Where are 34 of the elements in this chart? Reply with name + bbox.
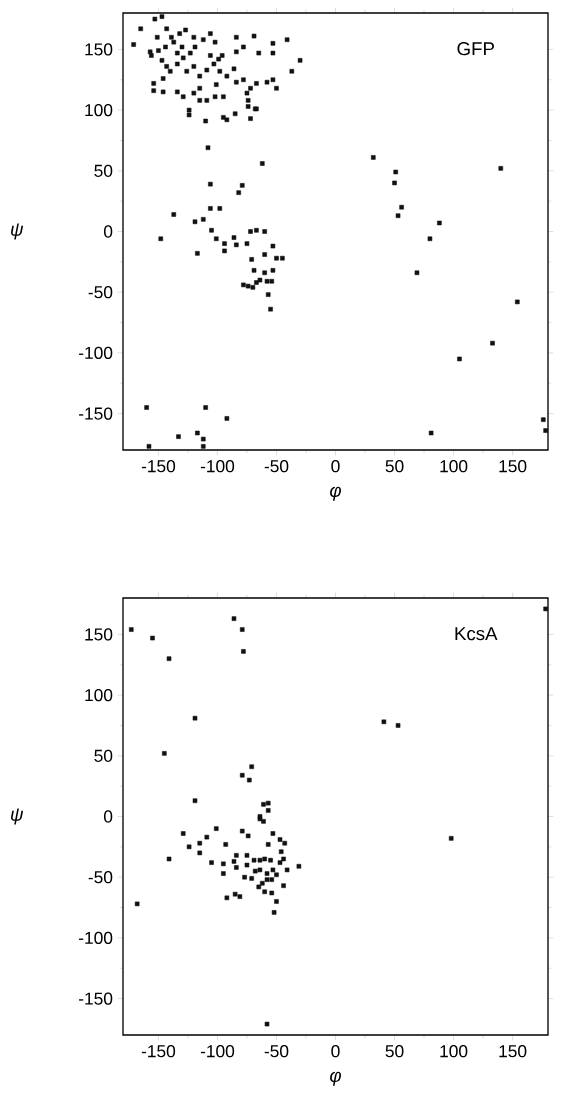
text: GFP	[457, 42, 494, 56]
y-tick-label: 0	[103, 810, 113, 823]
y-tick-label: 100	[85, 688, 113, 702]
x-tick-label: 50	[385, 1045, 404, 1058]
y-axis-title: ψ	[11, 223, 24, 240]
y-tick-label: 0	[103, 225, 113, 238]
x-tick-label: 100	[440, 1045, 468, 1058]
y-tick-label: -50	[88, 286, 113, 299]
y-tick-label: 50	[94, 164, 113, 177]
x-tick-label: -50	[264, 460, 289, 473]
x-tick-label: 0	[331, 1045, 340, 1058]
x-tick-label: 100	[440, 460, 468, 473]
x-axis-title: φ	[330, 1071, 341, 1086]
y-tick-label: -100	[79, 346, 113, 360]
y-tick-label: -100	[79, 931, 113, 945]
y-tick-label: -150	[79, 992, 113, 1005]
y-tick-label: -150	[79, 407, 113, 420]
y-tick-label: 50	[94, 749, 113, 762]
x-tick-label: 150	[499, 1045, 527, 1058]
y-tick-label: 100	[85, 103, 113, 117]
text: KcsA	[455, 627, 498, 641]
x-tick-label: -150	[141, 460, 176, 473]
x-axis-title: φ	[330, 486, 341, 501]
x-tick-label: -150	[141, 1045, 176, 1058]
x-tick-label: 0	[331, 460, 340, 473]
x-tick-label: -100	[200, 460, 235, 473]
x-tick-label: 150	[499, 460, 527, 473]
y-tick-label: 150	[85, 43, 113, 56]
y-tick-label: -50	[88, 871, 113, 884]
x-tick-label: 50	[385, 460, 404, 473]
y-axis-title: ψ	[11, 808, 24, 825]
x-tick-label: -50	[264, 1045, 289, 1058]
y-tick-label: 150	[85, 628, 113, 641]
x-tick-label: -100	[200, 1045, 235, 1058]
